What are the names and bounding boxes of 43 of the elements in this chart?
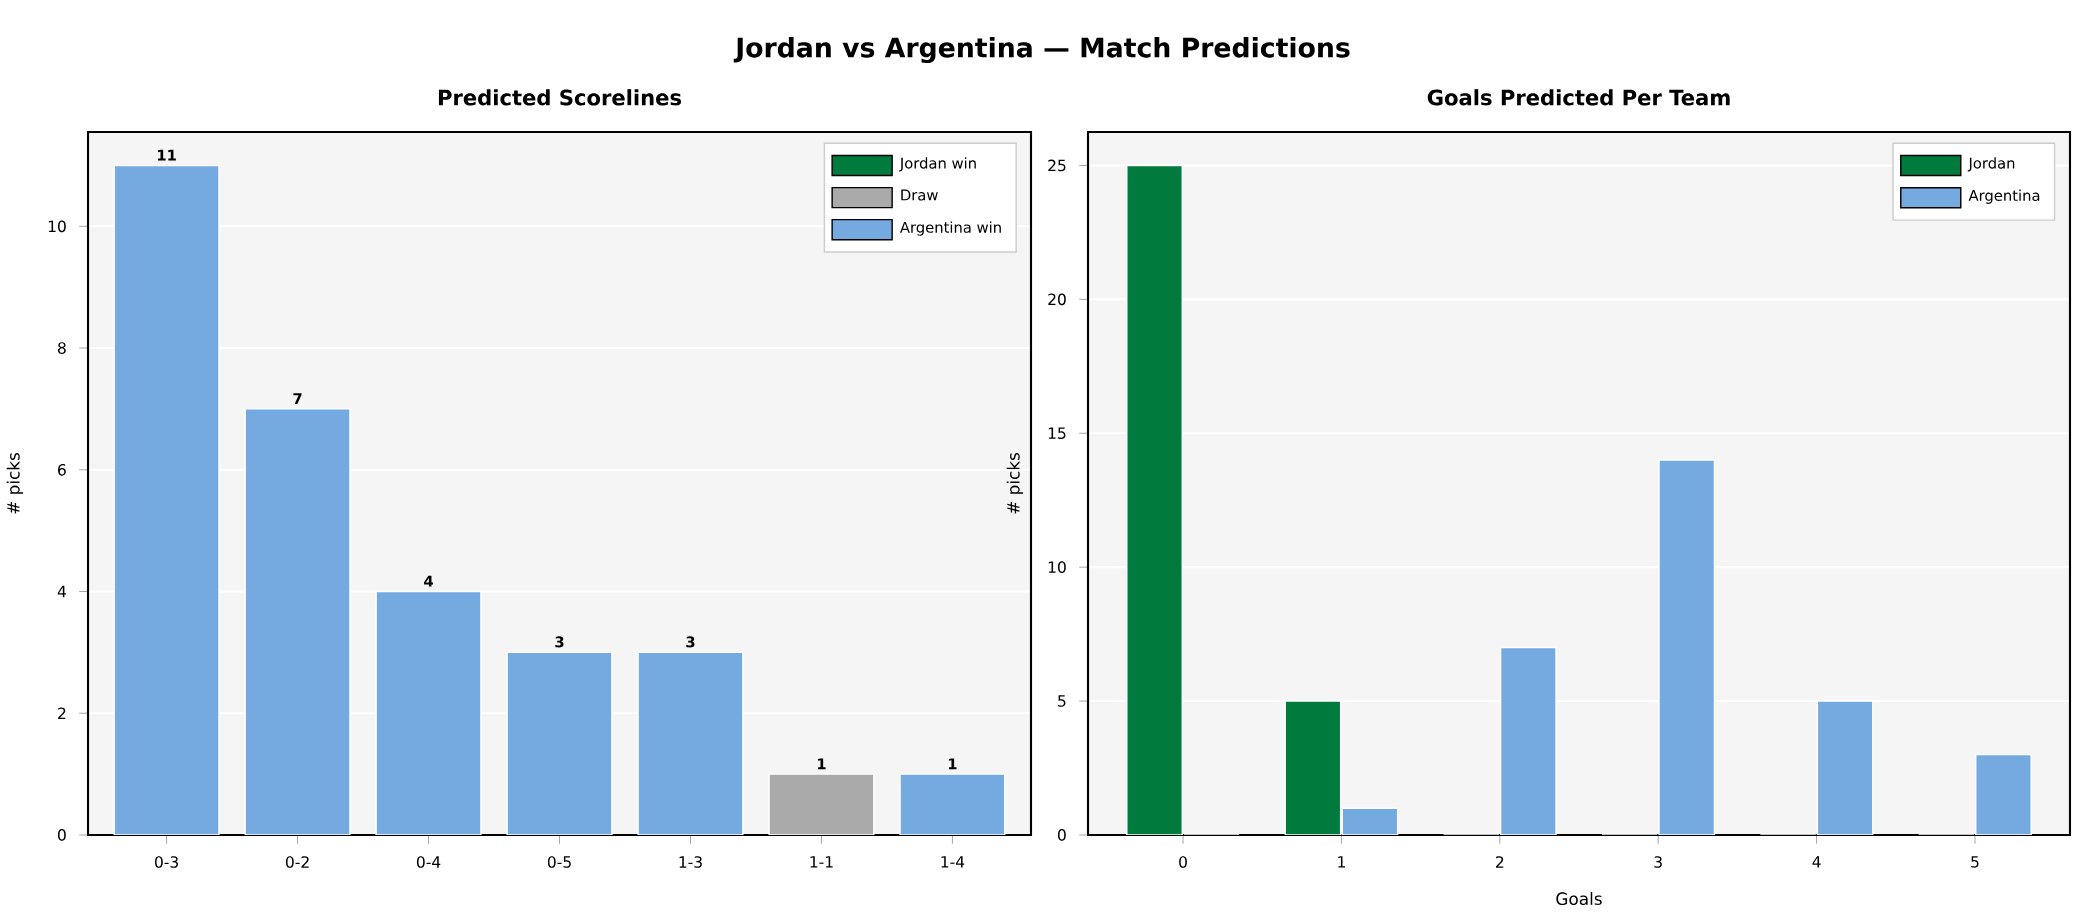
data-label: 3 (555, 636, 564, 648)
x-tick-label: 5 (1971, 856, 1979, 868)
y-tick-label: 25 (1048, 159, 1066, 172)
x-tick-label: 0 (1179, 856, 1187, 868)
y-tick-label: 2 (58, 707, 66, 719)
x-tick-label: 0-3 (155, 856, 178, 868)
x-tick-label: 1 (1338, 856, 1345, 868)
y-axis-title: # picks (1006, 452, 1024, 514)
chart-title: Predicted Scorelines (438, 89, 682, 106)
x-tick-label: 4 (1812, 856, 1821, 868)
data-label: 1 (948, 758, 957, 770)
y-tick-label: 6 (58, 463, 66, 476)
y-tick-label: 10 (48, 220, 66, 233)
y-tick-label: 4 (57, 585, 66, 598)
x-tick-label: 0-4 (416, 856, 441, 868)
x-tick-label: 3 (1654, 856, 1662, 868)
y-tick-label: 8 (58, 342, 66, 354)
x-tick-label: 2 (1496, 856, 1504, 868)
text: Jordan vs Argentina — Match Predictions (733, 36, 1350, 64)
data-label: 1 (817, 758, 826, 770)
data-label: 7 (293, 393, 302, 405)
y-tick-label: 0 (58, 829, 66, 841)
legend-label: Argentina (1968, 189, 2040, 204)
x-tick-label: 1-4 (941, 856, 965, 868)
data-label: 11 (157, 149, 176, 161)
y-tick-label: 15 (1048, 427, 1066, 440)
x-tick-label: 0-2 (285, 856, 309, 868)
x-tick-label: 1-3 (679, 856, 702, 868)
x-axis-title: Goals (1556, 892, 1602, 906)
y-tick-label: 5 (1058, 695, 1066, 707)
data-label: 4 (424, 575, 433, 587)
x-tick-label: 0-5 (547, 856, 571, 868)
legend-label: Jordan win (899, 157, 976, 172)
legend-label: Jordan (1967, 157, 2015, 172)
y-tick-label: 20 (1048, 293, 1066, 306)
y-tick-label: 0 (1058, 829, 1066, 841)
y-tick-label: 10 (1048, 561, 1066, 574)
chart-title: Goals Predicted Per Team (1427, 89, 1730, 106)
x-tick-label: 1-1 (810, 856, 833, 868)
data-label: 3 (686, 636, 695, 648)
legend-label: Argentina win (899, 221, 1001, 236)
y-axis-title: # picks (6, 452, 24, 514)
legend-label: Draw (901, 189, 938, 201)
